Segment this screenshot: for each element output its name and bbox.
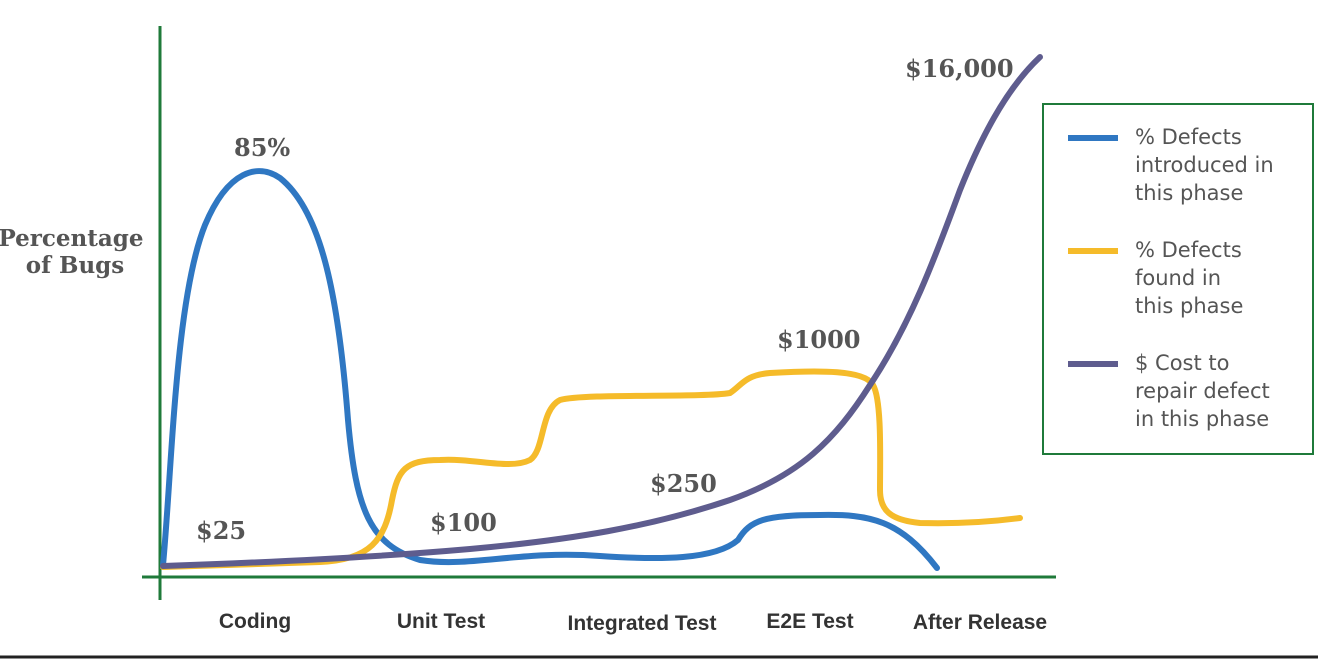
series-line-cost (160, 54, 1043, 569)
legend-label-line: in this phase (1135, 407, 1269, 431)
category-label: Unit Test (397, 610, 485, 633)
legend: % Defects introduced in this phase % Def… (1042, 103, 1314, 455)
category-label: E2E Test (766, 610, 853, 633)
category-label: Coding (219, 610, 291, 633)
annotation-85-percent: 85% (234, 133, 290, 162)
legend-label-introduced: % Defects introduced in this phase (1135, 125, 1280, 205)
legend-label-line: this phase (1135, 181, 1243, 205)
legend-label-cost: $ Cost to repair defect in this phase (1135, 351, 1276, 431)
y-axis-label: Percentage of Bugs (0, 225, 152, 279)
legend-label-line: found in (1135, 266, 1221, 290)
annotation-cost-1000: $1000 (777, 325, 861, 354)
annotation-cost-250: $250 (650, 469, 717, 498)
annotation-cost-16000: $16,000 (905, 54, 1014, 83)
annotation-cost-100: $100 (430, 508, 497, 537)
annotation-cost-25: $25 (196, 516, 246, 545)
series-line-found (160, 368, 1023, 570)
legend-box (1042, 103, 1314, 455)
legend-label-line: % Defects (1135, 125, 1242, 149)
legend-label-line: this phase (1135, 294, 1243, 318)
legend-label-found: % Defects found in this phase (1135, 238, 1248, 318)
legend-label-line: repair defect (1135, 379, 1270, 403)
legend-label-line: % Defects (1135, 238, 1242, 262)
legend-label-line: introduced in (1135, 153, 1274, 177)
y-axis-label-line-1: Percentage (0, 225, 144, 252)
category-label: After Release (913, 611, 1047, 634)
category-label: Integrated Test (568, 612, 717, 635)
y-axis-label-line-2: of Bugs (26, 252, 124, 279)
legend-label-line: $ Cost to (1135, 351, 1229, 375)
